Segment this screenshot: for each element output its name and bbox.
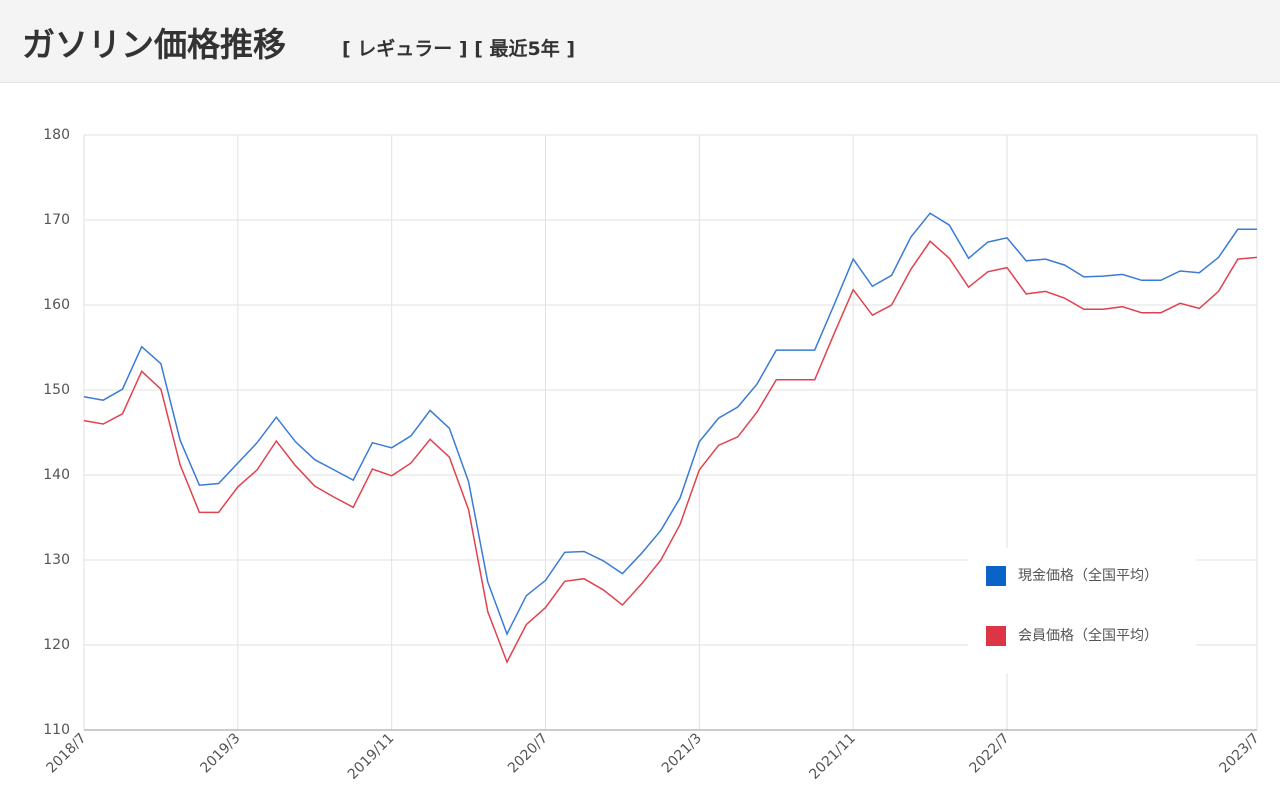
x-tick-label: 2021/3 — [659, 730, 705, 776]
header: ガソリン価格推移 [ レギュラー ] [ 最近5年 ] — [0, 0, 1280, 83]
x-tick-label: 2020/7 — [505, 730, 551, 776]
series-line — [83, 240, 1258, 664]
legend-label: 現金価格（全国平均） — [1018, 567, 1158, 584]
y-tick-label: 160 — [43, 297, 70, 313]
x-tick-label: 2019/11 — [345, 730, 397, 782]
y-tick-label: 110 — [43, 722, 70, 738]
y-tick-label: 130 — [43, 552, 70, 568]
x-tick-label: 2022/7 — [967, 730, 1013, 776]
title: ガソリン価格推移 — [22, 25, 286, 64]
legend-label: 会員価格（全国平均） — [1018, 627, 1158, 644]
y-tick-label: 140 — [43, 467, 70, 483]
y-tick-label: 150 — [43, 382, 70, 398]
x-tick-label: 2021/11 — [806, 730, 858, 782]
y-tick-label: 180 — [43, 127, 70, 143]
subtitle: [ レギュラー ] [ 最近5年 ] — [342, 38, 576, 60]
x-tick-label: 2023/7 — [1217, 730, 1263, 776]
x-tick-label: 2019/3 — [197, 730, 243, 776]
legend-swatch — [986, 626, 1006, 646]
y-tick-label: 170 — [43, 212, 70, 228]
legend-swatch — [986, 566, 1006, 586]
y-tick-label: 120 — [43, 637, 70, 653]
series-line — [83, 212, 1257, 636]
